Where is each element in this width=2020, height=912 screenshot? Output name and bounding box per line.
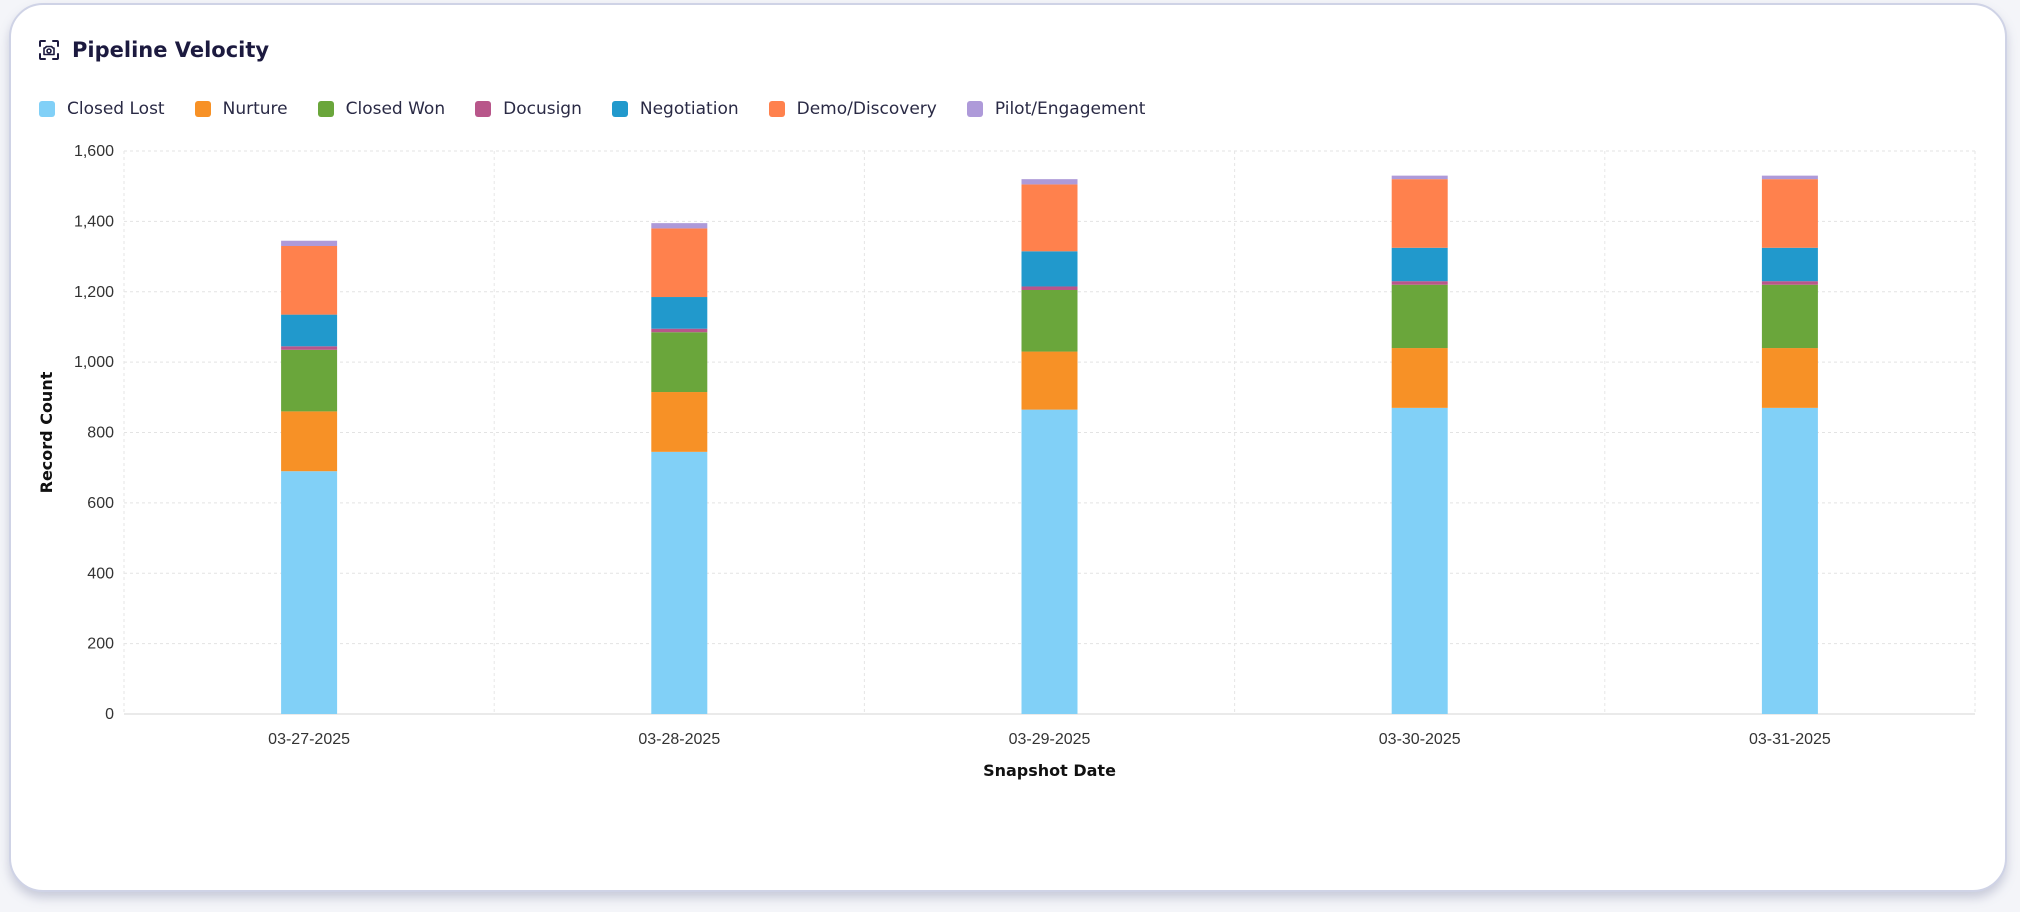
y-tick-label: 1,600: [74, 143, 114, 160]
card-header: Pipeline Velocity: [38, 33, 269, 67]
y-axis-title: Record Count: [37, 371, 56, 493]
bar-segment: [281, 246, 338, 315]
legend-item[interactable]: Pilot/Engagement: [966, 99, 1146, 119]
y-tick-label: 400: [87, 565, 114, 582]
legend-swatch: [194, 101, 211, 117]
legend-label: Demo/Discovery: [796, 99, 937, 119]
y-tick-label: 0: [105, 706, 114, 723]
bar-segment: [1021, 289, 1078, 352]
x-tick-label: 03-31-2025: [1749, 731, 1831, 748]
chart-legend: Closed Lost Nurture Closed Won Docusign Nego…: [39, 99, 1175, 119]
y-tick-label: 1,000: [74, 354, 114, 371]
focus-scan-icon: [38, 39, 60, 61]
bar-segment: [1761, 284, 1818, 349]
bar-segment: [651, 223, 708, 229]
bar-segment: [281, 349, 338, 412]
bar-segment: [1021, 184, 1078, 252]
y-tick-label: 1,200: [74, 284, 114, 301]
bar-segment: [281, 314, 338, 347]
x-tick-label: 03-28-2025: [638, 731, 720, 748]
legend-label: Closed Won: [345, 99, 446, 119]
bar-segment: [1391, 407, 1448, 714]
legend-label: Docusign: [503, 99, 582, 119]
bar-segment: [281, 346, 338, 350]
bar-segment: [1021, 251, 1078, 287]
page-title: Pipeline Velocity: [72, 38, 270, 62]
x-tick-label: 03-30-2025: [1379, 731, 1461, 748]
x-tick-label: 03-27-2025: [268, 731, 350, 748]
bar-segment: [281, 411, 338, 472]
bar-segment: [1391, 284, 1448, 349]
bar-segment: [1391, 175, 1448, 180]
bar-segment: [1761, 348, 1818, 408]
y-tick-label: 800: [87, 425, 114, 442]
bar-segment: [651, 228, 708, 298]
y-tick-label: 200: [87, 636, 114, 653]
bar-segment: [1761, 175, 1818, 180]
y-tick-label: 600: [87, 495, 114, 512]
legend-swatch: [317, 101, 334, 117]
bar-segment: [1391, 281, 1448, 285]
bar-segment: [651, 332, 708, 393]
legend-swatch: [475, 101, 492, 117]
legend-swatch: [611, 101, 628, 117]
legend-swatch: [768, 101, 785, 117]
legend-label: Pilot/Engagement: [994, 99, 1146, 119]
legend-item[interactable]: Demo/Discovery: [768, 99, 937, 119]
bar-segment: [1761, 247, 1818, 282]
legend-label: Nurture: [222, 99, 288, 119]
x-tick-label: 03-29-2025: [1009, 731, 1091, 748]
legend-label: Negotiation: [639, 99, 739, 119]
legend-item[interactable]: Negotiation: [611, 99, 739, 119]
bar-segment: [651, 328, 708, 333]
legend-item[interactable]: Closed Won: [317, 99, 446, 119]
y-tick-label: 1,400: [74, 213, 114, 230]
bar-segment: [1391, 348, 1448, 408]
bar-segment: [1391, 247, 1448, 282]
bar-segment: [1761, 407, 1818, 714]
x-axis-title: Snapshot Date: [983, 761, 1116, 780]
bar-segment: [1021, 351, 1078, 410]
bar-segment: [281, 471, 338, 714]
bar-segment: [1391, 179, 1448, 248]
legend-item[interactable]: Docusign: [475, 99, 582, 119]
bar-segment: [1021, 409, 1078, 714]
bar-segment: [1761, 281, 1818, 285]
bar-segment: [1021, 179, 1078, 185]
legend-swatch: [966, 101, 983, 117]
legend-label: Closed Lost: [67, 99, 165, 119]
bar-segment: [1761, 179, 1818, 248]
bar-segment: [651, 451, 708, 714]
legend-swatch: [39, 101, 55, 117]
bar-segment: [651, 392, 708, 452]
legend-item[interactable]: Closed Lost: [39, 99, 165, 119]
legend-item[interactable]: Nurture: [194, 99, 288, 119]
bar-segment: [1021, 286, 1078, 290]
bar-segment: [651, 297, 708, 329]
bar-segment: [281, 240, 338, 247]
